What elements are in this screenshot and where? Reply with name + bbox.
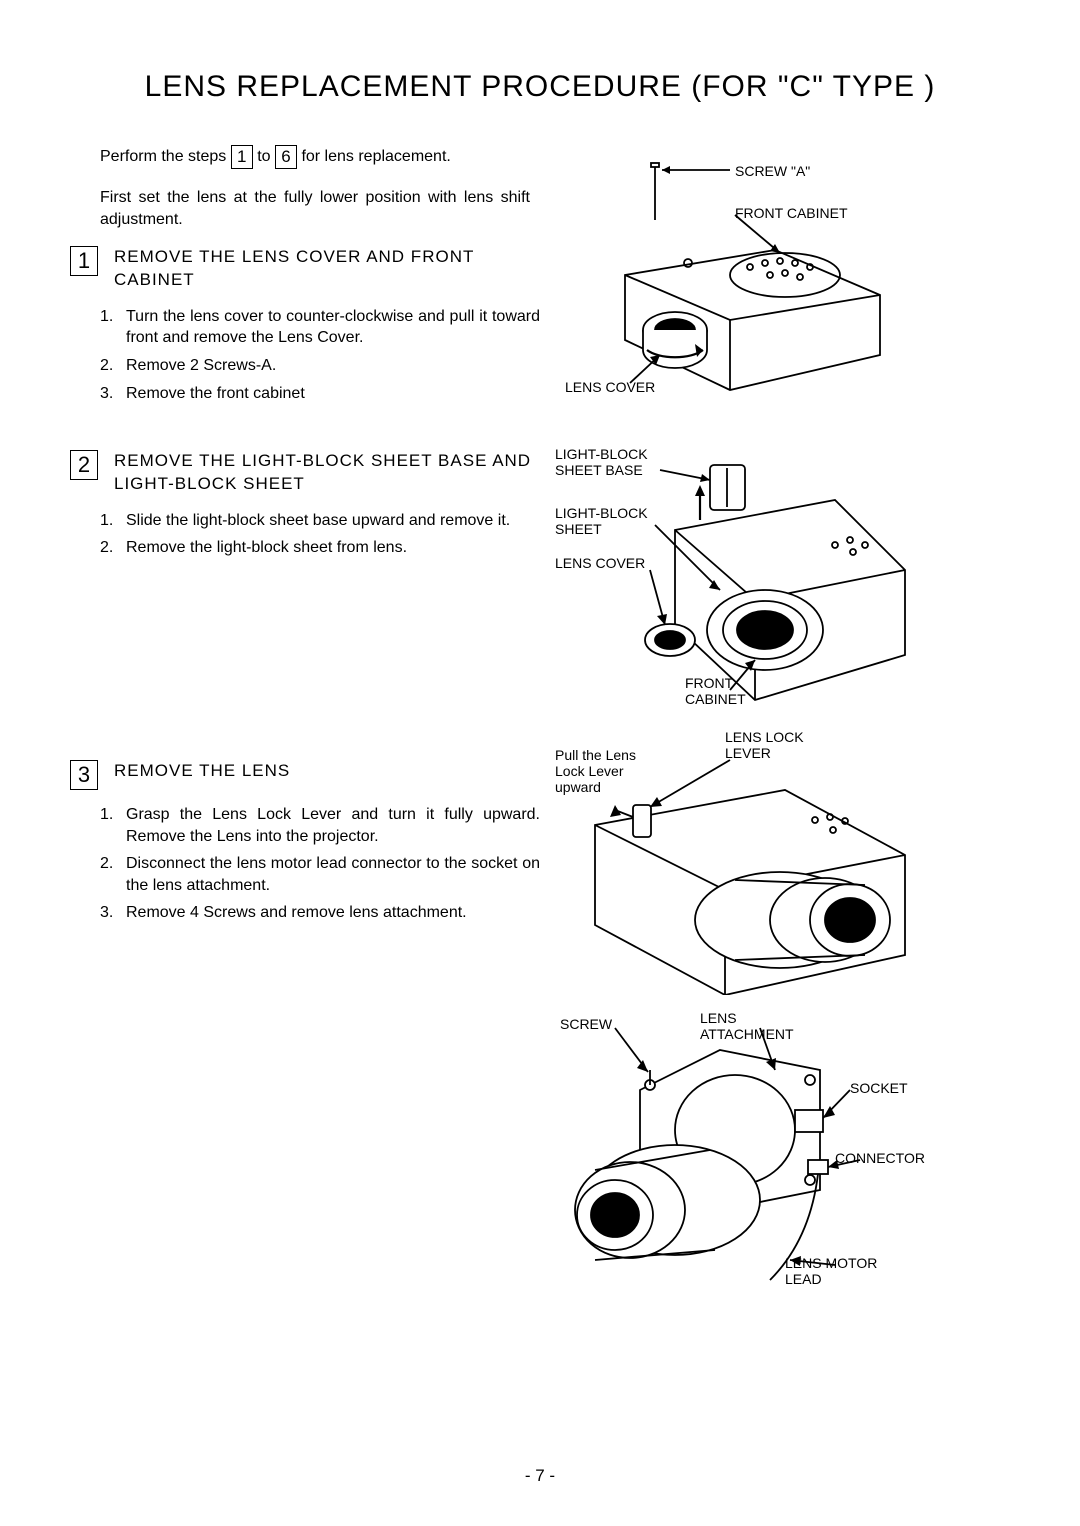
item-num: 2. xyxy=(100,853,118,896)
label-screw: SCREW xyxy=(560,1016,612,1032)
item-num: 1. xyxy=(100,306,118,349)
step-1: 1 REMOVE THE LENS COVER AND FRONT CABINE… xyxy=(100,246,540,410)
step-3: 3 REMOVE THE LENS 1.Grasp the Lens Lock … xyxy=(100,760,540,930)
step-1-header: 1 REMOVE THE LENS COVER AND FRONT CABINE… xyxy=(100,246,540,292)
label-lb-sheet: LIGHT-BLOCK SHEET xyxy=(555,505,648,537)
step-2-num: 2 xyxy=(70,450,98,480)
item-num: 2. xyxy=(100,537,118,559)
step-2-header: 2 REMOVE THE LIGHT-BLOCK SHEET BASE AND … xyxy=(100,450,540,496)
item-text: Remove the front cabinet xyxy=(126,383,305,405)
list-item: 2.Disconnect the lens motor lead connect… xyxy=(100,853,540,896)
step-3-num: 3 xyxy=(70,760,98,790)
intro-line2: First set the lens at the fully lower po… xyxy=(100,187,530,230)
label-lens-motor-lead: LENS MOTOR LEAD xyxy=(785,1255,877,1287)
label-socket: SOCKET xyxy=(850,1080,908,1096)
step-2-list: 1. Slide the light-block sheet base upwar… xyxy=(100,510,540,559)
label-lens-cover-2: LENS COVER xyxy=(555,555,645,571)
item-text: Slide the light-block sheet base upward … xyxy=(126,510,510,532)
list-item: 2. Remove the light-block sheet from lens… xyxy=(100,537,540,559)
item-num: 1. xyxy=(100,804,118,847)
page-number: - 7 - xyxy=(0,1466,1080,1486)
list-item: 1.Turn the lens cover to counter-clockwi… xyxy=(100,306,540,349)
item-text: Remove 4 Screws and remove lens attachme… xyxy=(126,902,467,924)
item-num: 3. xyxy=(100,383,118,405)
step-3-title: REMOVE THE LENS xyxy=(114,760,290,783)
label-connector: CONNECTOR xyxy=(835,1150,925,1166)
list-item: 1. Slide the light-block sheet base upwar… xyxy=(100,510,540,532)
intro-box-1: 1 xyxy=(231,145,253,169)
diagram-3: Pull the Lens Lock Lever upward LENS LOC… xyxy=(555,735,925,995)
step-1-num: 1 xyxy=(70,246,98,276)
intro-box-2: 6 xyxy=(275,145,297,169)
item-num: 1. xyxy=(100,510,118,532)
diagram-4: SCREW LENS ATTACHMENT SOCKET CONNECTOR L… xyxy=(560,1010,930,1320)
label-front-cabinet: FRONT CABINET xyxy=(735,205,848,221)
label-front-cabinet-2: FRONT CABINET xyxy=(685,675,746,707)
item-text: Grasp the Lens Lock Lever and turn it fu… xyxy=(126,804,540,847)
diagram-1: SCREW "A" FRONT CABINET LENS COVER xyxy=(575,155,905,405)
diagram-2: LIGHT-BLOCK SHEET BASE LIGHT-BLOCK SHEET… xyxy=(555,440,915,720)
intro-line1: Perform the steps 1 to 6 for lens replac… xyxy=(100,145,530,169)
step-1-title: REMOVE THE LENS COVER AND FRONT CABINET xyxy=(114,246,540,292)
list-item: 3. Remove 4 Screws and remove lens attach… xyxy=(100,902,540,924)
intro-block: Perform the steps 1 to 6 for lens replac… xyxy=(100,145,530,230)
item-num: 3. xyxy=(100,902,118,924)
list-item: 3. Remove the front cabinet xyxy=(100,383,540,405)
label-lens-lock-lever: LENS LOCK LEVER xyxy=(725,729,804,761)
label-lens-attachment: LENS ATTACHMENT xyxy=(700,1010,794,1042)
intro-suffix: for lens replacement. xyxy=(301,148,450,165)
item-text: Turn the lens cover to counter-clockwise… xyxy=(126,306,540,349)
step-3-header: 3 REMOVE THE LENS xyxy=(100,760,540,790)
step-2: 2 REMOVE THE LIGHT-BLOCK SHEET BASE AND … xyxy=(100,450,540,565)
item-text: Disconnect the lens motor lead connector… xyxy=(126,853,540,896)
item-num: 2. xyxy=(100,355,118,377)
label-pull-lever: Pull the Lens Lock Lever upward xyxy=(555,747,636,795)
label-lb-sheet-base: LIGHT-BLOCK SHEET BASE xyxy=(555,446,648,478)
intro-prefix: Perform the steps xyxy=(100,148,226,165)
page-title: LENS REPLACEMENT PROCEDURE (FOR "C" TYPE… xyxy=(60,70,1020,104)
item-text: Remove 2 Screws-A. xyxy=(126,355,276,377)
step-1-list: 1.Turn the lens cover to counter-clockwi… xyxy=(100,306,540,404)
step-3-list: 1.Grasp the Lens Lock Lever and turn it … xyxy=(100,804,540,924)
intro-mid: to xyxy=(257,148,270,165)
label-lens-cover: LENS COVER xyxy=(565,379,655,395)
label-screw-a: SCREW "A" xyxy=(735,163,810,179)
item-text: Remove the light-block sheet from lens. xyxy=(126,537,407,559)
list-item: 2. Remove 2 Screws-A. xyxy=(100,355,540,377)
list-item: 1.Grasp the Lens Lock Lever and turn it … xyxy=(100,804,540,847)
step-2-title: REMOVE THE LIGHT-BLOCK SHEET BASE AND LI… xyxy=(114,450,540,496)
diagram-1-svg xyxy=(575,155,905,405)
